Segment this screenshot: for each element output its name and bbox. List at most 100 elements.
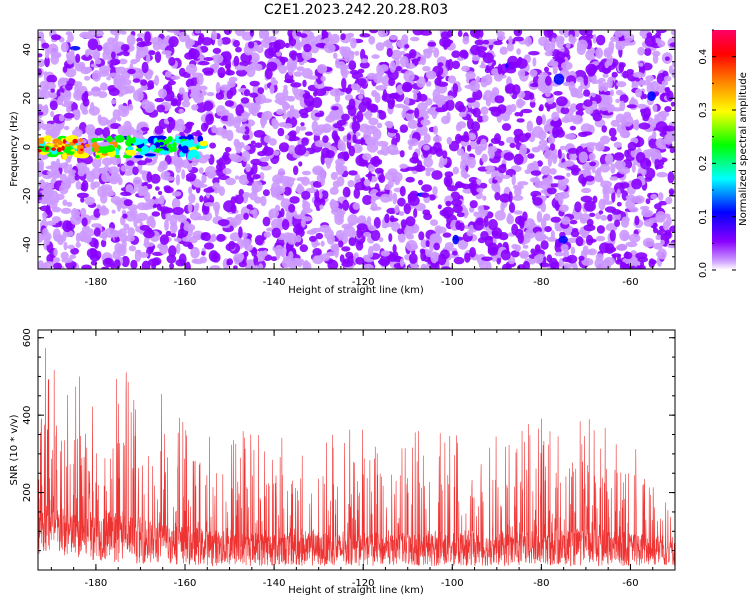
heatmap-cell xyxy=(367,246,374,258)
heatmap-cell xyxy=(378,237,384,243)
heatmap-cell xyxy=(598,61,605,73)
heatmap-cell xyxy=(65,83,73,91)
heatmap-cell xyxy=(485,98,491,107)
heatmap-cell xyxy=(645,198,651,205)
heatmap-cell xyxy=(615,113,625,123)
heatmap-cell xyxy=(615,89,624,96)
heatmap-cell xyxy=(603,256,615,266)
heatmap-cell xyxy=(203,100,214,112)
heatmap-cell xyxy=(591,92,596,98)
heatmap-cell xyxy=(577,230,585,235)
heatmap-cell xyxy=(178,67,186,77)
heatmap-cell xyxy=(411,228,416,234)
heatmap-cell xyxy=(132,166,139,176)
heatmap-cell xyxy=(568,34,574,42)
heatmap-cell xyxy=(669,147,675,154)
heatmap-cell xyxy=(347,180,355,188)
heatmap-cell xyxy=(110,117,117,125)
heatmap-cell xyxy=(218,186,225,197)
heatmap-cell xyxy=(62,65,68,73)
heatmap-cell xyxy=(352,134,357,143)
heatmap-cell xyxy=(148,258,160,267)
heatmap-cell xyxy=(527,153,535,159)
snr-frame xyxy=(37,329,676,571)
heatmap-cell xyxy=(235,126,246,134)
heatmap-cell xyxy=(335,229,345,239)
colorbar-tick-label: 0.2 xyxy=(698,155,709,171)
heatmap-cell xyxy=(670,101,675,107)
heatmap-cell xyxy=(154,51,162,63)
heatmap-cell xyxy=(529,69,538,78)
heatmap-cell xyxy=(394,103,406,108)
heatmap-cell xyxy=(110,263,116,269)
heatmap-cell xyxy=(519,252,529,258)
heatmap-cell xyxy=(188,47,197,59)
heatmap-cell xyxy=(94,127,104,136)
heatmap-cell xyxy=(82,234,93,244)
heatmap-cell xyxy=(406,233,415,240)
heatmap-cell xyxy=(348,98,356,110)
heatmap-cell xyxy=(274,40,281,53)
heatmap-cell xyxy=(88,30,95,38)
heatmap-cell xyxy=(234,175,240,180)
heatmap-cell xyxy=(416,160,423,172)
heatmap-cell xyxy=(309,235,317,242)
heatmap-cell xyxy=(650,193,658,200)
heatmap-cell xyxy=(533,254,544,264)
heatmap-cell xyxy=(492,179,498,184)
heatmap-cell xyxy=(143,181,148,187)
heatmap-cell xyxy=(380,193,391,203)
heatmap-cell xyxy=(74,174,80,181)
heatmap-cell xyxy=(512,195,524,201)
heatmap-cell xyxy=(546,254,553,263)
heatmap-cell xyxy=(511,243,518,250)
heatmap-cell xyxy=(315,42,327,48)
heatmap-cell xyxy=(461,152,470,163)
heatmap-cell xyxy=(220,37,231,45)
heatmap-cell xyxy=(654,114,659,121)
heatmap-cell xyxy=(437,62,444,67)
heatmap-cell xyxy=(478,182,488,189)
heatmap-cell xyxy=(263,110,273,120)
heatmap-cell xyxy=(184,261,191,269)
heatmap-cell xyxy=(366,72,377,80)
heatmap-cell xyxy=(322,135,329,144)
heatmap-cell xyxy=(81,108,89,115)
heatmap-cell xyxy=(38,103,43,108)
heatmap-cell xyxy=(569,103,578,113)
heatmap-signal-cell xyxy=(95,155,100,159)
heatmap-cell xyxy=(399,124,409,133)
heatmap-cell xyxy=(580,195,593,203)
heatmap-cell xyxy=(395,66,402,72)
heatmap-cell xyxy=(302,79,307,88)
heatmap-cell xyxy=(253,130,266,138)
heatmap-cell xyxy=(101,171,111,183)
heatmap-cell xyxy=(616,124,627,134)
heatmap-cell xyxy=(470,30,481,38)
heatmap-cell xyxy=(565,42,571,49)
heatmap-cell xyxy=(524,36,532,47)
heatmap-cell xyxy=(329,198,336,210)
heatmap-cell xyxy=(75,126,80,131)
heatmap-cell xyxy=(45,81,56,91)
heatmap-cell xyxy=(518,100,526,106)
heatmap-cell xyxy=(67,244,75,250)
heatmap-signal-cell xyxy=(141,145,150,154)
heatmap-cell xyxy=(445,177,451,188)
heatmap-cell xyxy=(397,197,406,207)
heatmap-cell xyxy=(340,69,350,76)
heatmap-cell xyxy=(669,42,675,48)
heatmap-cell xyxy=(276,108,285,115)
heatmap-cell xyxy=(201,37,213,46)
heatmap-cell xyxy=(202,67,215,74)
heatmap-cell xyxy=(85,230,96,237)
heatmap-cell xyxy=(331,130,338,141)
heatmap-cell xyxy=(152,251,164,256)
heatmap-cell xyxy=(446,111,451,124)
heatmap-cell xyxy=(532,197,543,206)
heatmap-cell xyxy=(602,186,607,196)
heatmap-cell xyxy=(60,207,72,214)
heatmap-cell xyxy=(468,182,475,190)
heatmap-cell xyxy=(170,99,178,107)
heatmap-cell xyxy=(75,232,81,243)
